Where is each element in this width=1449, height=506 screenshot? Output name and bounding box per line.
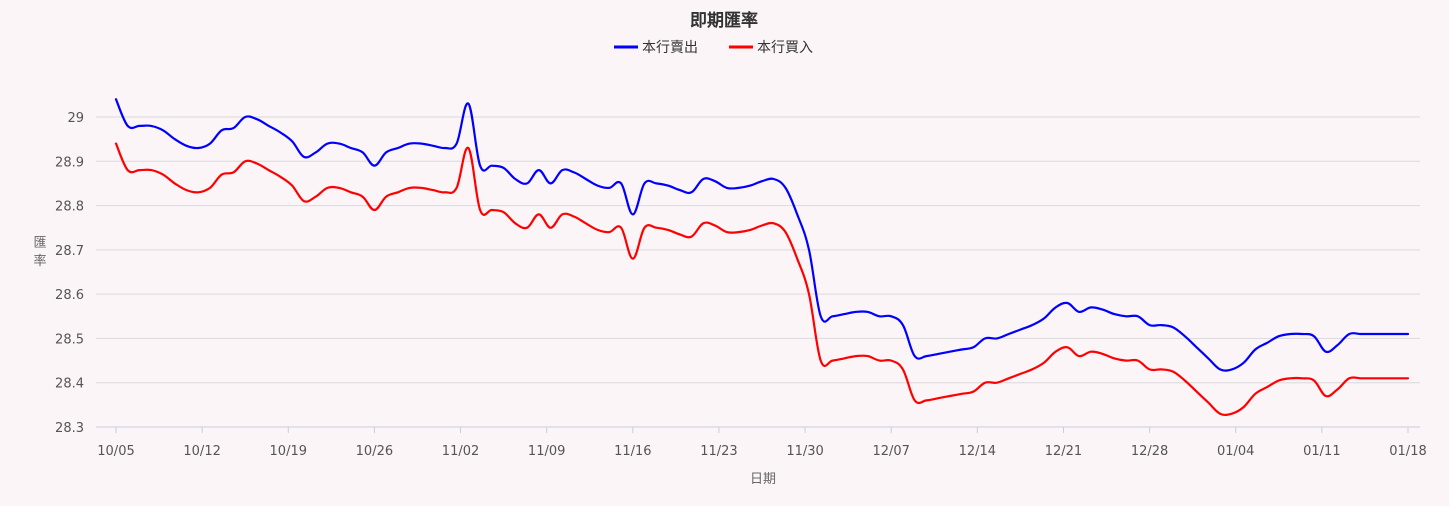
y-tick-label: 28.5 [55,332,84,347]
x-tick-label: 12/07 [872,444,909,459]
y-tick-label: 28.7 [55,244,84,259]
x-tick-label: 11/30 [786,444,823,459]
x-tick-label: 01/18 [1389,444,1426,459]
x-tick-label: 10/26 [356,444,393,459]
y-tick-label: 29 [67,111,84,126]
x-tick-label: 11/16 [614,444,651,459]
x-tick-label: 10/19 [270,444,307,459]
grid [96,116,1420,428]
y-tick-label: 28.4 [55,377,84,392]
x-tick-label: 12/28 [1131,444,1168,459]
x-tick-label: 01/11 [1303,444,1340,459]
x-axis: 10/05 10/12 10/19 10/26 11/02 11/09 11/16 11/23… [97,427,1427,459]
legend-label-buy: 本行買入 [757,40,813,56]
x-tick-label: 01/04 [1217,444,1254,459]
series-lines [114,98,1410,416]
chart-title: 即期匯率 [690,10,758,31]
x-tick-label: 10/05 [97,444,134,459]
legend-item-buy[interactable]: 本行買入 [729,40,813,56]
x-tick-label: 11/23 [700,444,737,459]
series-line-sell[interactable] [114,98,1410,372]
x-tick-label: 12/21 [1045,444,1082,459]
x-tick-label: 11/02 [442,444,479,459]
y-axis-ticks: 28.3 28.4 28.5 28.6 28.7 28.8 28.9 29 [55,111,84,436]
x-tick-label: 10/12 [183,444,220,459]
x-axis-title: 日期 [750,472,776,487]
series-line-buy[interactable] [114,142,1410,416]
x-tick-label: 12/14 [959,444,996,459]
x-tick-label: 11/09 [528,444,565,459]
legend-label-sell: 本行賣出 [642,40,698,56]
y-axis-title: 匯率 [33,236,46,269]
y-tick-label: 28.8 [55,200,84,215]
y-tick-label: 28.6 [55,288,84,303]
y-tick-label: 28.3 [55,421,84,436]
legend: 本行賣出 本行買入 [614,40,813,56]
y-tick-label: 28.9 [55,155,84,170]
legend-item-sell[interactable]: 本行賣出 [614,40,698,56]
